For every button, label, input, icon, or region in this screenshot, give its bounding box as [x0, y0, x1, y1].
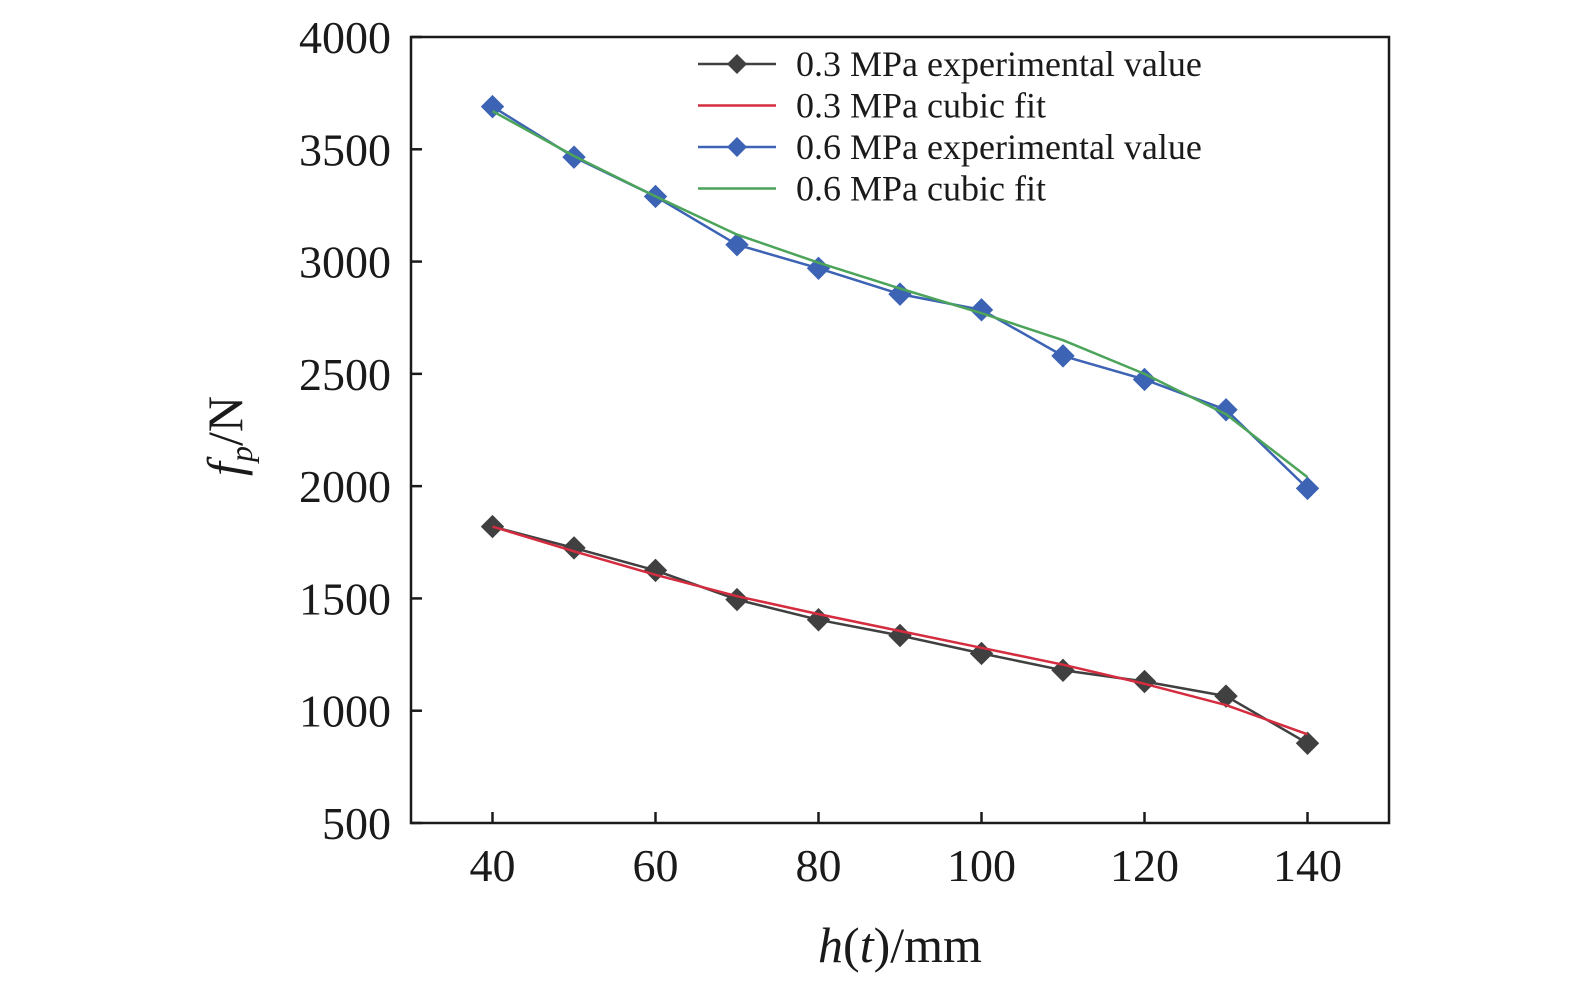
legend-item: 0.3 MPa experimental value	[698, 44, 1202, 84]
y-axis-title-sub: p	[223, 446, 259, 464]
y-tick-label: 2500	[299, 349, 391, 400]
y-axis-ticks: 500 1000 1500 2000 2500 3000 3500 4000	[299, 12, 422, 849]
data-point	[725, 587, 749, 612]
y-tick-label: 3000	[299, 237, 391, 288]
data-point	[1132, 669, 1157, 694]
series-line	[491, 110, 1309, 479]
x-axis-title-unit: )/mm	[874, 917, 982, 973]
series-0-6-mpa-cubic-fit	[491, 110, 1309, 479]
y-tick-label: 4000	[299, 12, 391, 63]
data-point	[480, 514, 505, 539]
data-point	[1295, 476, 1320, 501]
y-tick-label: 3500	[299, 124, 391, 175]
legend-item: 0.6 MPa cubic fit	[698, 169, 1046, 209]
x-axis-title-var: h	[818, 917, 843, 973]
x-tick-label: 100	[947, 840, 1016, 891]
y-axis-title: fp/N	[197, 396, 259, 476]
series-line	[492, 525, 1308, 736]
series-0-3-mpa-cubic-fit	[492, 525, 1308, 736]
data-point	[725, 233, 749, 257]
data-point	[1214, 684, 1238, 708]
x-axis-title-t: t	[860, 917, 875, 973]
y-tick-label: 1000	[299, 686, 391, 737]
x-tick-label: 60	[633, 840, 679, 891]
legend-item: 0.3 MPa cubic fit	[698, 86, 1046, 126]
data-point	[1214, 398, 1238, 422]
legend-label: 0.3 MPa cubic fit	[796, 86, 1046, 126]
series-layer	[480, 94, 1320, 755]
data-point	[480, 94, 505, 119]
x-axis-title-open: (	[843, 917, 860, 973]
legend-item: 0.6 MPa experimental value	[698, 127, 1202, 167]
legend-label: 0.6 MPa cubic fit	[796, 169, 1046, 209]
x-tick-label: 120	[1110, 840, 1179, 891]
y-tick-label: 500	[322, 798, 391, 849]
x-tick-label: 80	[796, 840, 842, 891]
y-tick-label: 2000	[299, 461, 391, 512]
data-point	[1051, 344, 1075, 368]
plot-frame	[409, 35, 1391, 825]
series-0-3-mpa-experimental-value	[480, 514, 1320, 755]
x-axis-ticks: 40 60 80 100 120 140	[470, 812, 1342, 891]
x-axis-title: h(t)/mm	[818, 917, 982, 973]
data-point	[1132, 367, 1157, 392]
data-point	[888, 623, 912, 648]
y-tick-label: 1500	[299, 573, 391, 624]
y-axis-title-unit: /N	[197, 396, 253, 446]
legend-label: 0.3 MPa experimental value	[796, 44, 1202, 84]
legend-swatch-marker	[727, 137, 747, 157]
x-tick-label: 140	[1273, 840, 1342, 891]
legend-label: 0.6 MPa experimental value	[796, 127, 1202, 167]
data-point	[1295, 731, 1320, 755]
x-tick-label: 40	[470, 840, 516, 891]
legend-swatch-marker	[727, 54, 747, 74]
